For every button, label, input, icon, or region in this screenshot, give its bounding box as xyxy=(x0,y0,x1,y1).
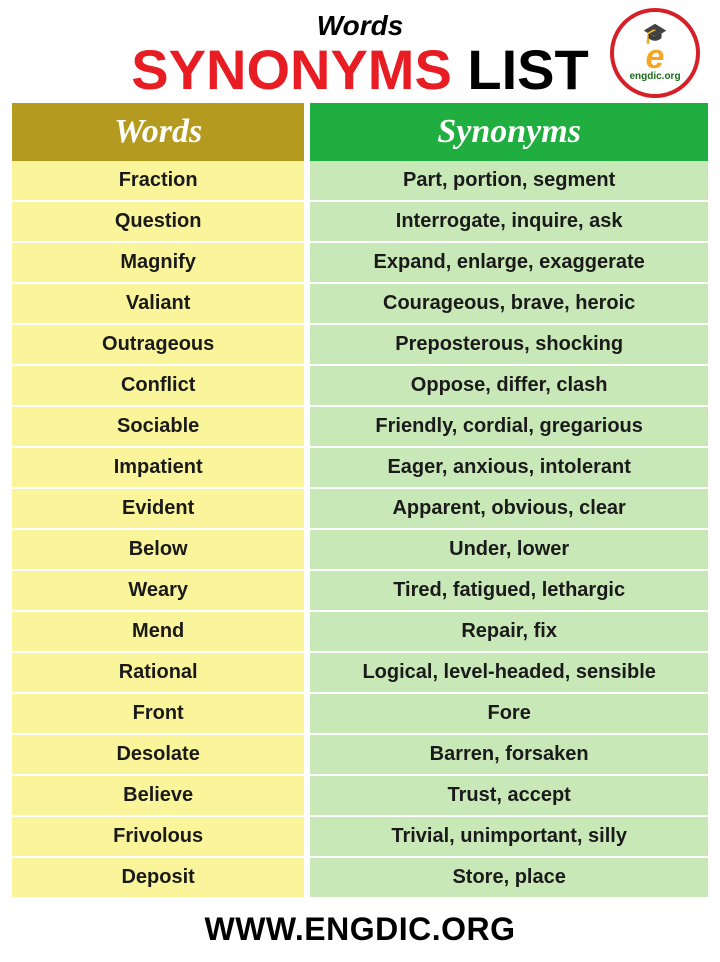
words-column: FractionQuestionMagnifyValiantOutrageous… xyxy=(12,161,304,897)
synonym-cell: Interrogate, inquire, ask xyxy=(310,202,708,241)
synonym-cell: Trivial, unimportant, silly xyxy=(310,817,708,856)
title-part-2: LIST xyxy=(452,38,589,101)
word-cell: Conflict xyxy=(12,366,304,405)
word-cell: Frivolous xyxy=(12,817,304,856)
synonym-cell: Eager, anxious, intolerant xyxy=(310,448,708,487)
page-title: SYNONYMS LIST xyxy=(20,42,700,98)
word-cell: Deposit xyxy=(12,858,304,897)
word-cell: Weary xyxy=(12,571,304,610)
synonym-cell: Preposterous, shocking xyxy=(310,325,708,364)
word-cell: Believe xyxy=(12,776,304,815)
synonym-cell: Expand, enlarge, exaggerate xyxy=(310,243,708,282)
word-cell: Fraction xyxy=(12,161,304,200)
synonym-cell: Tired, fatigued, lethargic xyxy=(310,571,708,610)
synonym-cell: Trust, accept xyxy=(310,776,708,815)
synonym-cell: Courageous, brave, heroic xyxy=(310,284,708,323)
synonyms-column: Part, portion, segmentInterrogate, inqui… xyxy=(310,161,708,897)
table-body: FractionQuestionMagnifyValiantOutrageous… xyxy=(12,161,708,897)
word-cell: Magnify xyxy=(12,243,304,282)
logo-ring: 🎓 e engdic.org xyxy=(610,8,700,98)
logo-text: engdic.org xyxy=(629,71,680,82)
synonym-cell: Logical, level-headed, sensible xyxy=(310,653,708,692)
synonym-cell: Friendly, cordial, gregarious xyxy=(310,407,708,446)
word-cell: Impatient xyxy=(12,448,304,487)
word-cell: Rational xyxy=(12,653,304,692)
word-cell: Below xyxy=(12,530,304,569)
footer-url: WWW.ENGDIC.ORG xyxy=(0,897,720,962)
column-header-words: Words xyxy=(12,103,304,161)
synonym-cell: Part, portion, segment xyxy=(310,161,708,200)
header: Words SYNONYMS LIST 🎓 e engdic.org xyxy=(0,0,720,103)
synonym-cell: Under, lower xyxy=(310,530,708,569)
word-cell: Outrageous xyxy=(12,325,304,364)
table-header-row: Words Synonyms xyxy=(12,103,708,161)
word-cell: Sociable xyxy=(12,407,304,446)
logo: 🎓 e engdic.org xyxy=(610,8,700,98)
logo-letter: e xyxy=(646,44,665,71)
word-cell: Mend xyxy=(12,612,304,651)
synonym-cell: Store, place xyxy=(310,858,708,897)
word-cell: Evident xyxy=(12,489,304,528)
synonym-cell: Oppose, differ, clash xyxy=(310,366,708,405)
synonym-cell: Fore xyxy=(310,694,708,733)
word-cell: Desolate xyxy=(12,735,304,774)
word-cell: Front xyxy=(12,694,304,733)
synonym-cell: Barren, forsaken xyxy=(310,735,708,774)
word-cell: Question xyxy=(12,202,304,241)
word-cell: Valiant xyxy=(12,284,304,323)
title-part-1: SYNONYMS xyxy=(131,38,452,101)
column-header-synonyms: Synonyms xyxy=(310,103,708,161)
synonym-cell: Repair, fix xyxy=(310,612,708,651)
synonyms-table: Words Synonyms FractionQuestionMagnifyVa… xyxy=(0,103,720,897)
synonym-cell: Apparent, obvious, clear xyxy=(310,489,708,528)
